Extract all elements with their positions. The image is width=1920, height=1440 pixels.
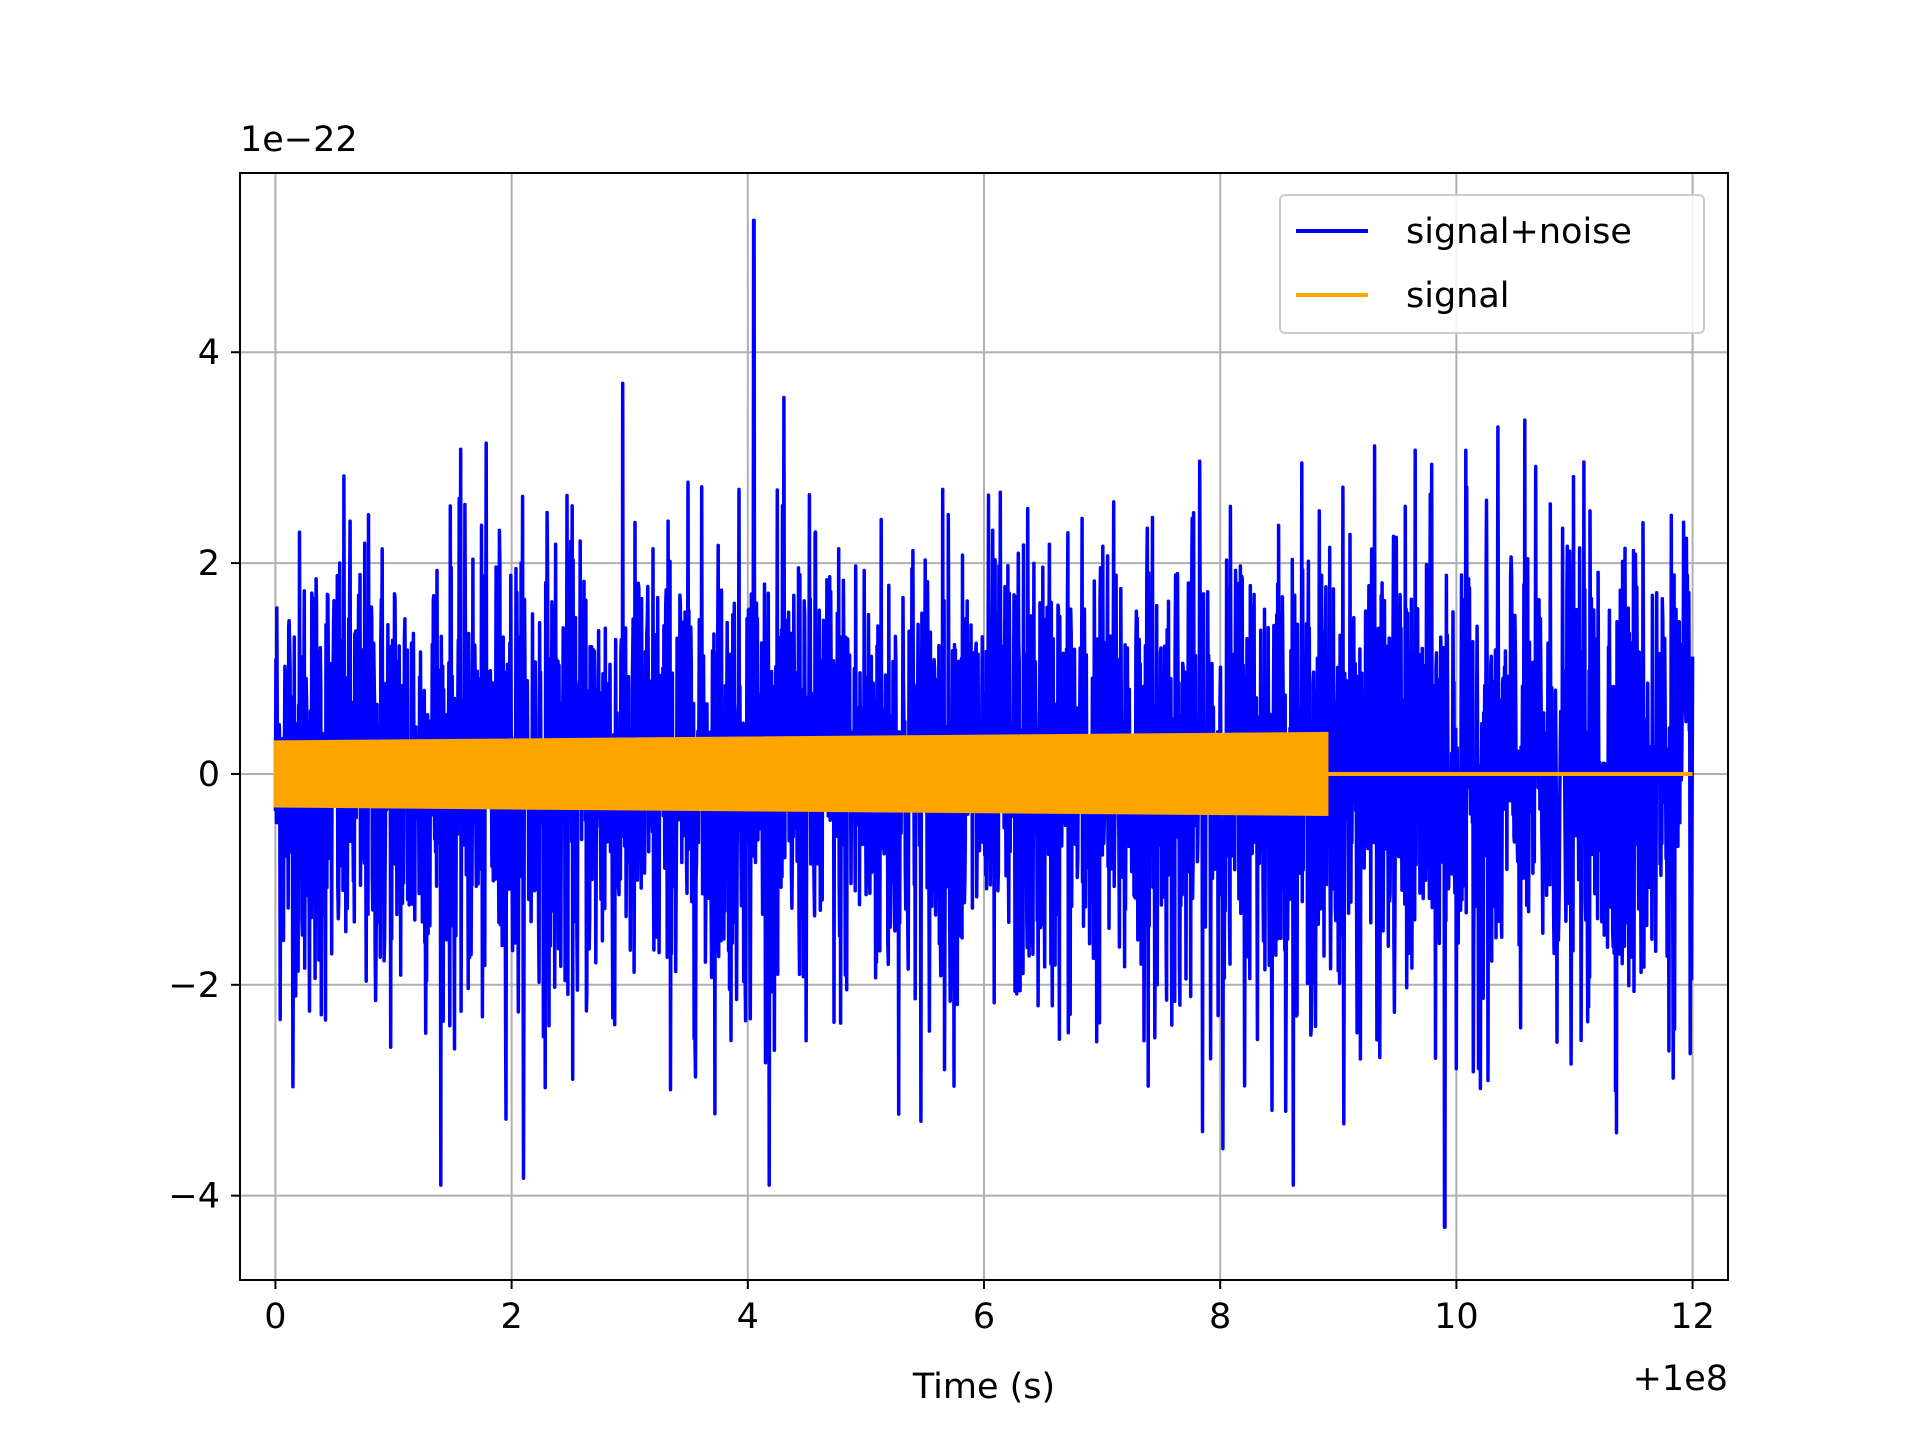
y-tick-label: 2	[198, 544, 220, 584]
legend-label-signal-noise: signal+noise	[1406, 212, 1632, 252]
x-tick-label: 2	[500, 1297, 522, 1337]
y-scale-label: 1e−22	[240, 120, 358, 160]
x-tick-label: 6	[973, 1297, 995, 1337]
x-tick-label: 8	[1209, 1297, 1231, 1337]
legend-label-signal: signal	[1406, 276, 1510, 316]
x-tick-label: 0	[264, 1297, 286, 1337]
ticks: 0 2 4 6 8 10 12 −4 −2 0 2 4	[168, 333, 1714, 1337]
x-offset-label: +1e8	[1633, 1359, 1728, 1399]
y-tick-label: 0	[198, 755, 220, 795]
x-tick-label: 10	[1434, 1297, 1479, 1337]
x-tick-label: 12	[1670, 1297, 1715, 1337]
legend: signal+noise signal	[1279, 194, 1705, 334]
x-axis-label: Time (s)	[912, 1367, 1055, 1407]
legend-box	[1279, 194, 1705, 334]
plot-area	[273, 218, 1695, 1230]
y-tick-label: −4	[168, 1177, 220, 1217]
series-signal-line	[274, 733, 1328, 815]
y-tick-label: −2	[168, 966, 220, 1006]
x-tick-label: 4	[737, 1297, 759, 1337]
y-tick-label: 4	[198, 333, 220, 373]
